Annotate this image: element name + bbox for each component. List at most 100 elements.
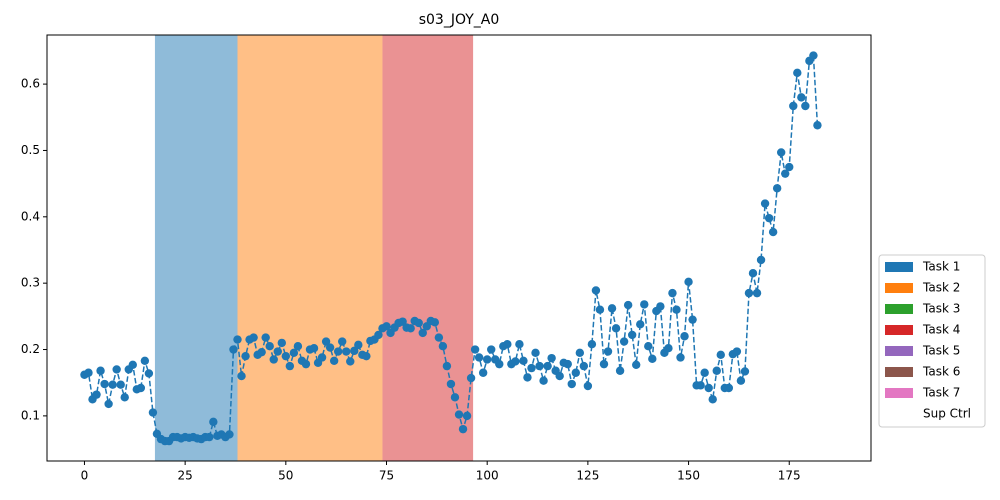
- data-point: [567, 379, 576, 389]
- data-point: [325, 343, 335, 352]
- data-point: [591, 286, 601, 295]
- data-point: [478, 368, 488, 377]
- data-point: [225, 430, 234, 439]
- task-span: [154, 35, 238, 461]
- legend-swatch: [885, 409, 913, 419]
- data-point: [438, 342, 448, 351]
- data-point: [776, 148, 786, 157]
- data-point: [716, 350, 725, 360]
- legend-swatch: [885, 346, 913, 356]
- data-point: [144, 369, 154, 378]
- data-point: [495, 359, 504, 369]
- data-point: [801, 101, 810, 111]
- data-point: [764, 213, 774, 223]
- data-point: [249, 333, 258, 342]
- data-point: [503, 340, 512, 349]
- data-point: [587, 340, 597, 349]
- data-point: [511, 357, 520, 366]
- data-point: [350, 346, 359, 356]
- data-point: [120, 393, 129, 402]
- data-point: [539, 376, 548, 385]
- data-point: [611, 324, 621, 333]
- data-point: [704, 383, 713, 393]
- data-point: [338, 337, 347, 346]
- x-tick-label: 75: [379, 469, 394, 483]
- data-point: [108, 380, 117, 389]
- data-point: [450, 393, 460, 402]
- data-point: [205, 432, 214, 442]
- data-point: [321, 337, 331, 346]
- x-tick-label: 175: [778, 469, 801, 483]
- data-point: [740, 367, 750, 376]
- y-tick-label: 0.5: [21, 143, 40, 157]
- data-point: [273, 347, 282, 356]
- data-point: [96, 366, 105, 375]
- legend-swatch: [885, 388, 913, 398]
- data-point: [527, 363, 536, 373]
- data-point: [241, 351, 250, 361]
- data-point: [736, 376, 746, 385]
- data-point: [615, 366, 625, 375]
- data-point: [487, 345, 496, 354]
- data-point: [136, 383, 146, 393]
- data-point: [128, 360, 137, 369]
- data-point: [684, 277, 693, 287]
- data-point: [696, 381, 705, 390]
- x-tick-label: 150: [677, 469, 700, 483]
- legend-label: Task 4: [922, 323, 960, 337]
- x-tick-label: 0: [81, 469, 89, 483]
- y-tick-label: 0.4: [21, 209, 40, 223]
- data-point: [579, 361, 589, 371]
- data-point: [813, 121, 822, 130]
- data-point: [623, 300, 633, 310]
- legend-swatch: [885, 367, 913, 377]
- data-point: [470, 345, 480, 354]
- data-point: [785, 162, 794, 172]
- data-point: [237, 371, 246, 381]
- data-point: [100, 379, 109, 389]
- data-point: [583, 381, 593, 391]
- legend-swatch: [885, 262, 913, 272]
- data-point: [269, 355, 278, 364]
- data-point: [648, 354, 657, 364]
- data-point: [116, 380, 125, 389]
- plot-frame: [46, 34, 872, 462]
- data-point: [454, 410, 464, 419]
- data-point: [781, 169, 790, 178]
- data-point: [748, 269, 758, 278]
- data-point: [603, 347, 613, 356]
- data-point: [233, 335, 242, 344]
- data-point: [374, 330, 383, 340]
- task-span: [382, 35, 474, 461]
- data-point: [632, 360, 641, 369]
- data-point: [543, 361, 552, 371]
- data-point: [531, 348, 540, 358]
- legend-label: Sup Ctrl: [923, 407, 971, 421]
- x-tick-label: 50: [278, 469, 293, 483]
- data-point: [430, 318, 440, 327]
- data-point: [333, 347, 343, 356]
- data-point: [382, 322, 391, 331]
- data-point: [209, 417, 218, 427]
- data-point: [708, 395, 717, 404]
- data-point: [442, 361, 452, 371]
- data-point: [434, 333, 444, 342]
- data-point: [229, 345, 238, 354]
- legend-label: Task 2: [922, 281, 960, 295]
- data-point: [406, 324, 415, 333]
- data-point: [744, 288, 754, 298]
- data-point: [680, 332, 689, 341]
- data-point: [571, 368, 580, 377]
- data-point: [414, 318, 423, 328]
- data-point: [724, 383, 734, 393]
- data-point: [148, 408, 158, 417]
- data-point: [535, 361, 544, 371]
- legend-swatch: [885, 283, 913, 293]
- data-point: [668, 288, 677, 298]
- data-point: [277, 338, 286, 348]
- data-point: [627, 330, 637, 340]
- x-tick-label: 100: [476, 469, 499, 483]
- data-point: [732, 347, 742, 356]
- data-point: [523, 373, 532, 382]
